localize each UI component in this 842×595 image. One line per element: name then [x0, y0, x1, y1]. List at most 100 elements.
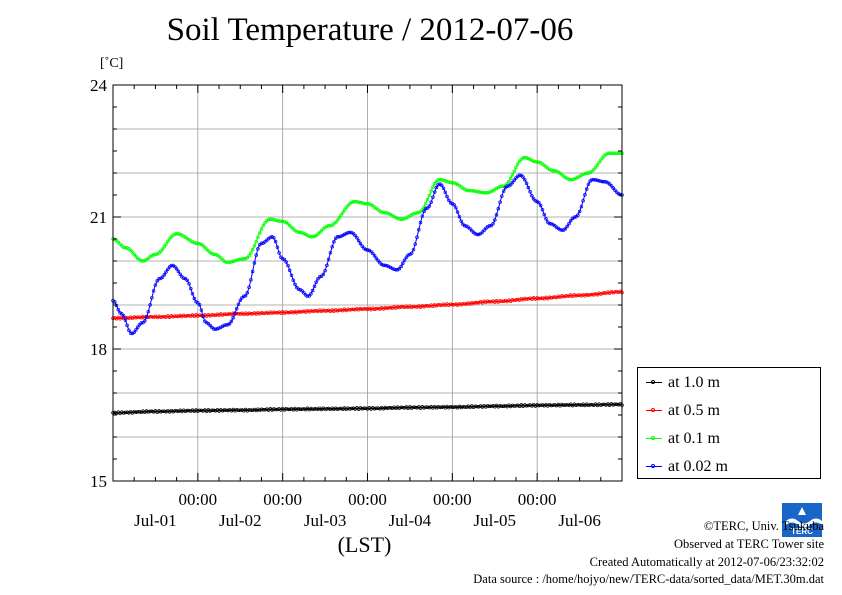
data-point	[247, 311, 251, 316]
data-point	[226, 408, 230, 413]
data-point	[250, 269, 255, 274]
data-point	[185, 313, 189, 318]
data-point	[602, 402, 607, 407]
data-point	[302, 291, 306, 295]
data-point	[298, 310, 303, 314]
data-point	[132, 252, 136, 257]
data-point	[528, 403, 532, 407]
data-point	[259, 311, 264, 315]
data-point	[429, 189, 433, 193]
data-point	[424, 201, 428, 206]
legend-swatch	[646, 434, 662, 444]
data-point	[337, 308, 341, 313]
data-point	[351, 200, 356, 204]
data-point	[196, 409, 200, 413]
data-point	[590, 177, 594, 182]
data-point	[319, 274, 324, 278]
data-point	[586, 293, 591, 298]
data-point	[326, 406, 331, 411]
x-day-label: Jul-03	[304, 511, 347, 530]
data-point	[413, 242, 417, 246]
data-point	[572, 177, 577, 181]
data-point	[609, 151, 614, 155]
data-point	[533, 199, 538, 203]
data-point	[190, 240, 195, 244]
data-point	[457, 214, 462, 219]
data-point	[134, 410, 138, 415]
data-point	[510, 180, 515, 185]
data-point	[402, 406, 407, 410]
data-point	[409, 406, 414, 410]
data-point	[312, 407, 317, 411]
data-point	[162, 314, 167, 319]
data-point	[512, 298, 516, 303]
data-point	[176, 269, 181, 274]
data-point	[392, 214, 396, 219]
data-point	[231, 259, 235, 264]
data-point	[614, 151, 619, 155]
data-point	[581, 172, 585, 177]
footer-created: Created Automatically at 2012-07-06/23:3…	[589, 555, 824, 569]
data-point	[425, 206, 430, 210]
chart-title: Soil Temperature / 2012-07-06	[166, 12, 574, 48]
data-point	[132, 315, 136, 319]
data-point	[128, 248, 133, 253]
data-point	[196, 314, 200, 318]
data-point	[501, 404, 506, 408]
data-point	[146, 309, 151, 314]
data-point	[325, 224, 329, 229]
data-point	[415, 235, 419, 240]
data-point	[434, 405, 439, 410]
data-point	[273, 310, 278, 315]
data-point	[415, 305, 419, 309]
data-point	[349, 406, 354, 411]
data-point	[473, 300, 478, 305]
data-point	[279, 219, 283, 224]
data-point	[498, 200, 502, 204]
data-point	[448, 405, 453, 409]
data-point	[577, 402, 582, 407]
series-line	[112, 403, 623, 415]
data-point	[436, 178, 440, 182]
data-point	[521, 175, 525, 179]
data-point	[346, 231, 350, 235]
data-point	[604, 152, 608, 157]
data-point	[307, 234, 311, 238]
data-point	[390, 266, 394, 271]
data-point	[169, 263, 174, 268]
data-point	[427, 405, 432, 410]
data-point	[339, 308, 343, 312]
data-point	[227, 321, 232, 326]
x-tick-label: 00:00	[263, 490, 302, 509]
data-point	[273, 239, 278, 244]
data-point	[187, 313, 191, 318]
data-point	[224, 323, 228, 327]
data-point	[501, 299, 506, 304]
data-point	[211, 252, 216, 257]
data-point	[316, 276, 320, 281]
data-point	[576, 403, 580, 407]
data-point	[471, 189, 476, 193]
data-point	[341, 210, 345, 215]
data-point	[272, 310, 276, 314]
data-point	[413, 405, 417, 410]
data-point	[477, 190, 481, 194]
data-point	[447, 405, 451, 410]
data-point	[178, 272, 182, 277]
data-point	[257, 231, 262, 235]
data-point	[404, 216, 409, 220]
data-point	[213, 408, 218, 413]
data-point	[158, 315, 163, 319]
data-point	[229, 319, 234, 324]
data-point	[181, 313, 186, 318]
x-day-label: Jul-05	[474, 511, 517, 530]
data-point	[351, 307, 356, 311]
data-point	[259, 241, 264, 246]
data-point	[385, 406, 389, 411]
data-point	[379, 262, 384, 267]
x-tick-label: 00:00	[348, 490, 387, 509]
data-point	[609, 184, 614, 188]
data-point	[583, 171, 587, 176]
data-point	[381, 210, 386, 215]
